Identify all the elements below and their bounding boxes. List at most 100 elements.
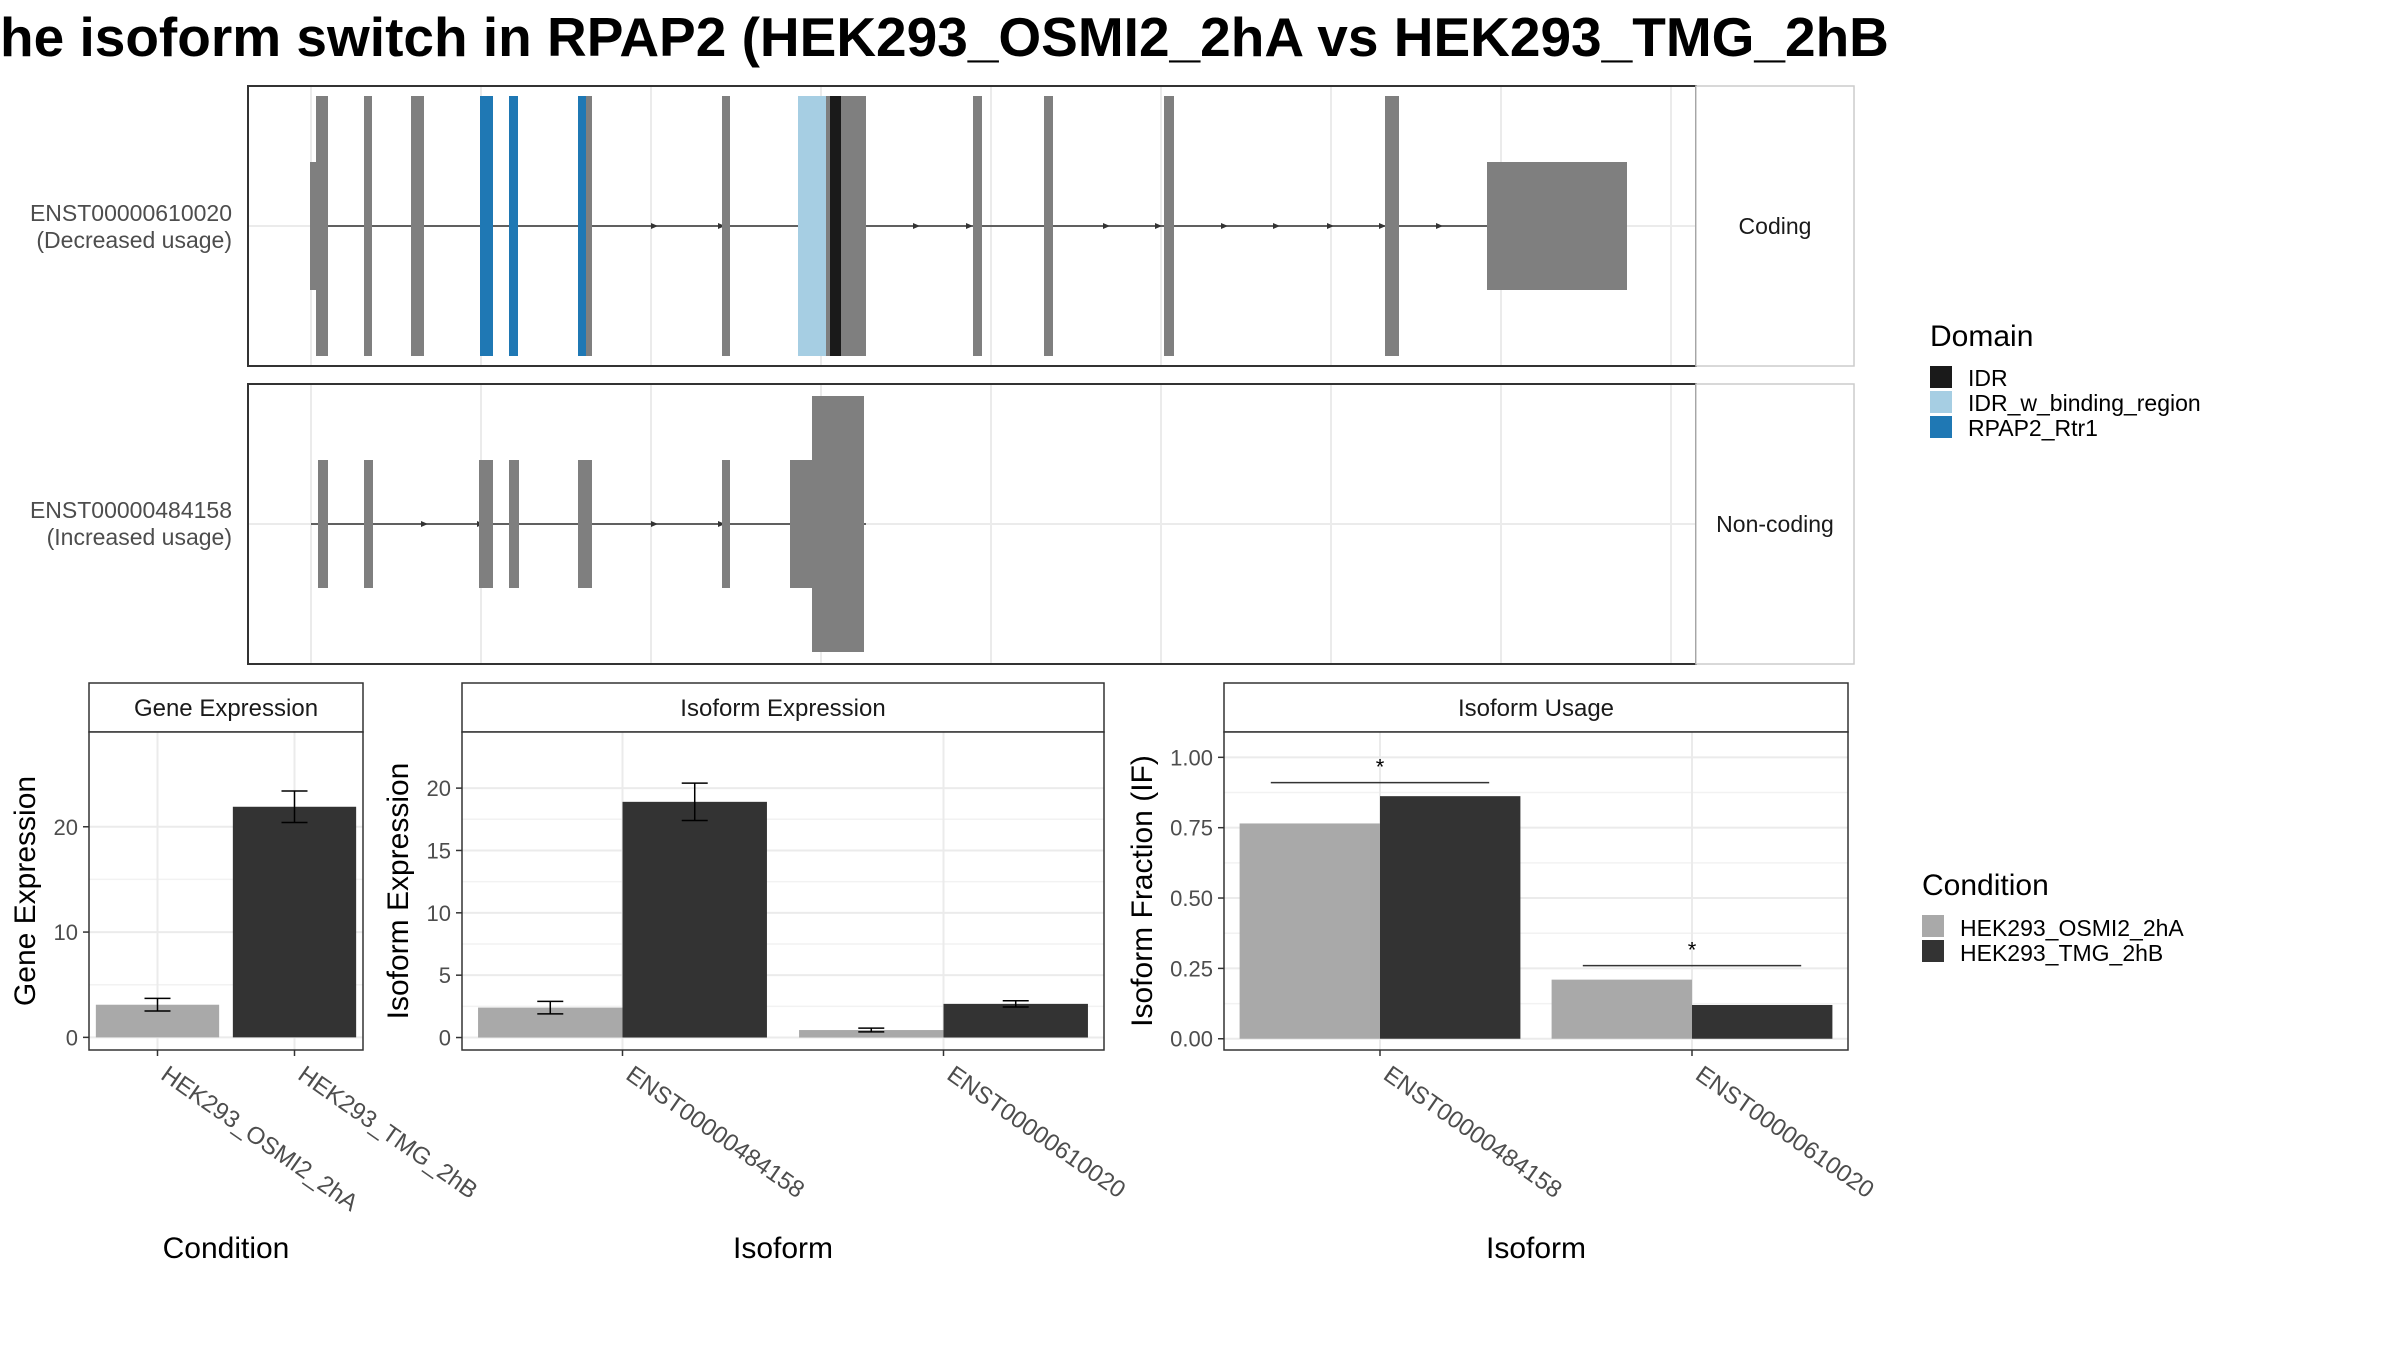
legend-title: Domain	[1930, 320, 2033, 353]
exon	[364, 96, 372, 356]
bar-HEK293_TMG_2hB-ENST00000610020	[943, 1003, 1088, 1038]
y-tick-label: 10	[427, 901, 451, 926]
error-bar	[281, 790, 308, 824]
plot-panel-border	[461, 731, 1105, 1051]
strand-arrow	[718, 223, 725, 229]
plot-panel	[462, 732, 1104, 1050]
legend-key-tmg	[1922, 940, 1944, 962]
error-bar	[681, 782, 708, 822]
y-axis-title: Gene Expression	[9, 776, 42, 1006]
exon	[826, 96, 830, 356]
strand-arrow	[651, 521, 658, 527]
facet-strip	[461, 682, 1105, 733]
strip-label-coding: Coding	[1739, 213, 1812, 239]
exon	[1385, 96, 1399, 356]
exon	[973, 96, 982, 356]
facet-strip	[88, 682, 364, 733]
exon	[1487, 162, 1627, 290]
error-bar	[1002, 999, 1029, 1008]
domain-rpap2-rtr1	[509, 96, 518, 356]
legend-label: HEK293_TMG_2hB	[1960, 940, 2163, 966]
condition-legend: Condition HEK293_OSMI2_2hA HEK293_TMG_2h…	[1922, 869, 2184, 966]
legend-label: IDR_w_binding_region	[1968, 390, 2201, 416]
strand-arrow	[1103, 223, 1110, 229]
bar-HEK293_TMG_2hB-ENST00000610020	[1692, 1004, 1833, 1039]
legend-key-idr	[1930, 366, 1952, 388]
legend-key-rpap2-rtr1	[1930, 416, 1952, 438]
bar-HEK293_TMG_2hB-ENST00000484158	[622, 801, 767, 1038]
strip-background	[1695, 383, 1855, 665]
bar-HEK293_OSMI2_2hA-ENST00000610020	[1551, 979, 1692, 1039]
facet-strip-label: Isoform Usage	[1458, 695, 1614, 722]
error-bar	[144, 997, 171, 1012]
strip-background	[1695, 85, 1855, 367]
exon	[841, 96, 866, 356]
x-tick-label: ENST00000610020	[942, 1061, 1130, 1204]
exon	[479, 460, 493, 588]
y-tick-label: 10	[54, 920, 78, 945]
error-bar	[858, 1027, 885, 1033]
domain-idr-w-binding-region	[798, 96, 826, 356]
exon	[1164, 96, 1174, 356]
exon	[310, 162, 316, 290]
y-tick-label: 0.25	[1170, 956, 1213, 981]
strand-arrow	[1155, 223, 1162, 229]
strand-arrow	[1436, 223, 1443, 229]
y-axis-title: Isoform Fraction (IF)	[1126, 755, 1159, 1027]
strand-arrow	[1379, 223, 1386, 229]
x-tick-label: ENST00000610020	[1691, 1061, 1879, 1204]
exon	[411, 96, 424, 356]
track-label-line2: (Decreased usage)	[36, 227, 232, 253]
y-tick-label: 0.00	[1170, 1027, 1213, 1052]
exon	[316, 96, 328, 356]
facet-strip	[1223, 682, 1849, 733]
y-axis-title: Isoform Expression	[382, 763, 415, 1020]
strand-arrow	[718, 521, 725, 527]
exon	[364, 460, 373, 588]
exon	[586, 96, 592, 356]
strip-label-noncoding: Non-coding	[1716, 511, 1834, 537]
page-title: he isoform switch in RPAP2 (HEK293_OSMI2…	[0, 6, 1889, 68]
transcript-track-coding: ENST00000610020 (Decreased usage) Coding	[30, 85, 1855, 367]
domain-rpap2-rtr1	[578, 96, 586, 356]
exon	[722, 96, 730, 356]
legend-label: IDR	[1968, 365, 2008, 391]
facet-strip-label: Isoform Expression	[680, 695, 885, 722]
track-label-line2: (Increased usage)	[47, 524, 232, 550]
y-tick-label: 0	[439, 1026, 451, 1051]
legend-key-osmi2	[1922, 915, 1944, 937]
strand-arrow	[1221, 223, 1228, 229]
bar-HEK293_TMG_2hB-ENST00000484158	[1380, 796, 1521, 1039]
legend-label: HEK293_OSMI2_2hA	[1960, 915, 2184, 941]
exon	[812, 396, 864, 652]
error-bar	[537, 1000, 564, 1015]
x-axis-title: Isoform	[1486, 1232, 1586, 1265]
y-tick-label: 15	[427, 838, 451, 863]
significance-label: *	[1376, 755, 1385, 780]
x-axis-title: Condition	[163, 1232, 290, 1265]
y-tick-label: 0.75	[1170, 816, 1213, 841]
y-tick-label: 1.00	[1170, 745, 1213, 770]
strand-arrow	[913, 223, 920, 229]
track-exons	[311, 396, 866, 652]
y-tick-label: 0	[66, 1025, 78, 1050]
bar-HEK293_TMG_2hB	[232, 806, 357, 1038]
strand-arrow	[421, 521, 428, 527]
x-tick-label: ENST00000484158	[1379, 1061, 1567, 1204]
y-tick-label: 5	[439, 963, 451, 988]
exon	[722, 460, 730, 588]
strand-arrow	[1327, 223, 1334, 229]
legend-label: RPAP2_Rtr1	[1968, 415, 2098, 441]
significance-label: *	[1688, 938, 1697, 963]
strand-arrow	[651, 223, 658, 229]
strand-arrow	[1273, 223, 1280, 229]
y-tick-label: 0.50	[1170, 886, 1213, 911]
plot-panel-border	[1223, 731, 1849, 1051]
bar-HEK293_OSMI2_2hA-ENST00000610020	[799, 1030, 944, 1038]
track-exons	[310, 96, 1627, 356]
isoform-usage-chart: Isoform Usage 0.00 0.25 0.50 0.75 1.00 * * ENST0…	[1126, 682, 1879, 1265]
domain-rpap2-rtr1	[480, 96, 493, 356]
exon	[578, 460, 592, 588]
transcript-track-noncoding: ENST00000484158 (Increased usage) Non-co…	[30, 383, 1855, 665]
exon	[1044, 96, 1053, 356]
